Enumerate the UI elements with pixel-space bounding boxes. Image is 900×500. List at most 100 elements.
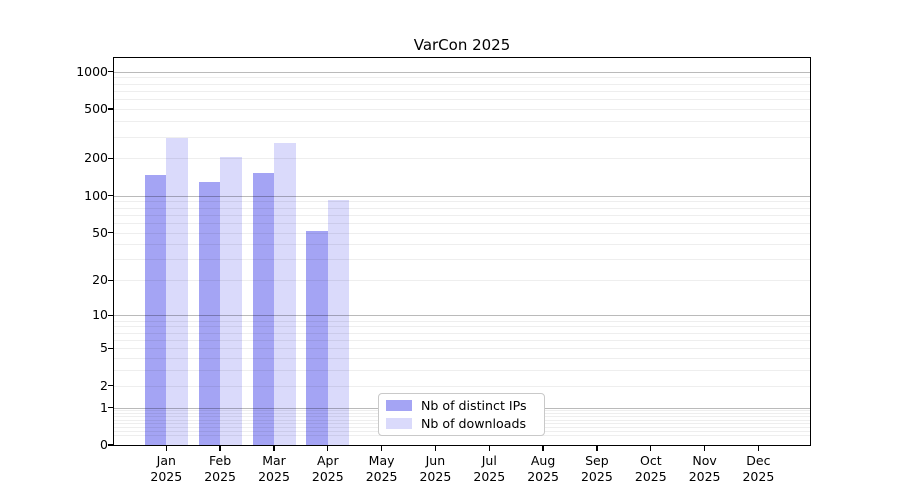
y-tick-mark-200 (108, 157, 113, 160)
x-tick-month: Jul (481, 453, 497, 468)
x-tick-label-dec-2025: Dec 2025 (730, 453, 786, 485)
x-tick-mark-aug (542, 446, 544, 451)
y-tick-mark-10 (108, 314, 113, 317)
legend-label-distinct-ips: Nb of distinct IPs (421, 397, 527, 413)
x-tick-label-may-2025: May 2025 (354, 453, 410, 485)
x-tick-year: 2025 (742, 469, 775, 484)
grid-layer (114, 58, 810, 445)
x-tick-label-nov-2025: Nov 2025 (677, 453, 733, 485)
y-tick-label-10: 10 (92, 307, 108, 323)
x-tick-label-sep-2025: Sep 2025 (569, 453, 625, 485)
x-tick-month: Mar (262, 453, 286, 468)
x-tick-mark-may (380, 446, 383, 451)
x-tick-mark-oct (650, 446, 652, 451)
bar-nb-of-downloads-apr-2025 (327, 200, 350, 445)
x-tick-year: 2025 (258, 469, 290, 484)
y-gridline-7 (114, 332, 810, 334)
x-tick-month: Apr (316, 453, 339, 468)
x-tick-month: Jan (156, 453, 176, 468)
x-tick-month: Dec (746, 453, 771, 468)
x-tick-label-jan-2025: Jan 2025 (138, 453, 194, 485)
y-gridline-800 (114, 83, 810, 85)
legend-item-downloads: Nb of downloads (386, 415, 536, 431)
x-tick-mark-nov (703, 446, 706, 451)
y-tick-mark-500 (108, 108, 113, 110)
x-tick-label-feb-2025: Feb 2025 (192, 453, 248, 485)
bar-nb-of-downloads-feb-2025 (220, 156, 242, 445)
y-gridline-300 (114, 136, 810, 138)
bar-nb-of-distinct-ips-jan-2025 (144, 174, 167, 445)
y-tick-mark-2 (108, 384, 113, 387)
y-gridline-3 (114, 370, 810, 372)
legend-item-distinct-ips: Nb of distinct IPs (386, 397, 536, 413)
bar-nb-of-distinct-ips-apr-2025 (306, 231, 328, 445)
y-gridline-8 (114, 326, 810, 328)
y-gridline-9 (114, 320, 810, 322)
y-gridline-200 (114, 158, 810, 160)
y-gridline-2 (114, 385, 810, 387)
x-tick-year: 2025 (365, 469, 398, 484)
x-tick-label-mar-2025: Mar 2025 (246, 453, 302, 485)
x-tick-mark-apr (327, 446, 329, 451)
y-tick-mark-5 (108, 347, 113, 349)
y-gridline-90 (114, 201, 810, 203)
bar-nb-of-distinct-ips-mar-2025 (252, 172, 274, 445)
y-gridline-6 (114, 339, 810, 341)
y-tick-label-20: 20 (92, 272, 108, 288)
x-tick-mark-mar (273, 446, 275, 451)
x-tick-year: 2025 (580, 469, 613, 484)
y-gridline-400 (114, 121, 810, 122)
x-tick-label-jul-2025: Jul 2025 (461, 453, 517, 485)
x-tick-month: May (368, 453, 395, 468)
y-gridline-50 (114, 232, 810, 234)
chart-title: VarCon 2025 (413, 36, 511, 54)
y-tick-label-200: 200 (84, 150, 108, 166)
y-tick-label-1000: 1000 (76, 63, 108, 79)
bars-layer (114, 58, 810, 445)
x-tick-month: Oct (639, 453, 662, 468)
x-tick-mark-jun (434, 446, 437, 451)
y-tick-mark-100 (108, 194, 113, 197)
y-tick-mark-1000 (108, 70, 113, 73)
x-tick-label-aug-2025: Aug 2025 (515, 453, 571, 485)
y-gridline-40 (114, 244, 810, 246)
bar-nb-of-downloads-mar-2025 (274, 142, 296, 445)
x-tick-year: 2025 (634, 469, 667, 484)
y-gridline-60 (114, 222, 810, 224)
y-gridline-70 (114, 214, 810, 216)
x-tick-year: 2025 (311, 469, 344, 484)
y-tick-label-500: 500 (84, 101, 108, 116)
x-tick-label-oct-2025: Oct 2025 (623, 453, 679, 485)
y-tick-mark-1 (108, 406, 113, 409)
y-gridline-80 (114, 207, 810, 209)
y-gridline-20 (114, 280, 810, 282)
x-tick-mark-feb (219, 446, 221, 451)
y-gridline-700 (114, 90, 810, 92)
y-gridline-30 (114, 259, 810, 261)
y-tick-label-0: 0 (100, 437, 108, 452)
x-tick-mark-sep (596, 446, 598, 451)
x-tick-label-apr-2025: Apr 2025 (300, 453, 356, 485)
y-tick-mark-50 (108, 231, 113, 234)
x-tick-mark-dec (757, 446, 760, 451)
x-tick-month: Jun (425, 453, 446, 468)
x-tick-year: 2025 (419, 469, 452, 484)
x-tick-year: 2025 (150, 469, 183, 484)
y-tick-mark-20 (108, 279, 113, 282)
x-tick-year: 2025 (688, 469, 721, 484)
x-tick-label-jun-2025: Jun 2025 (407, 453, 463, 485)
y-gridline-600 (114, 99, 810, 101)
x-tick-year: 2025 (527, 469, 559, 484)
legend-swatch-distinct-ips (386, 400, 412, 411)
x-tick-year: 2025 (473, 469, 506, 484)
y-tick-label-5: 5 (100, 340, 108, 356)
y-tick-label-100: 100 (84, 187, 108, 203)
y-gridline-100 (114, 195, 810, 197)
y-gridline-4 (114, 358, 810, 359)
x-tick-month: Nov (692, 453, 717, 468)
y-gridline-900 (114, 77, 810, 79)
legend-label-downloads: Nb of downloads (421, 415, 527, 431)
legend-swatch-downloads (386, 418, 412, 429)
x-tick-year: 2025 (204, 469, 236, 484)
